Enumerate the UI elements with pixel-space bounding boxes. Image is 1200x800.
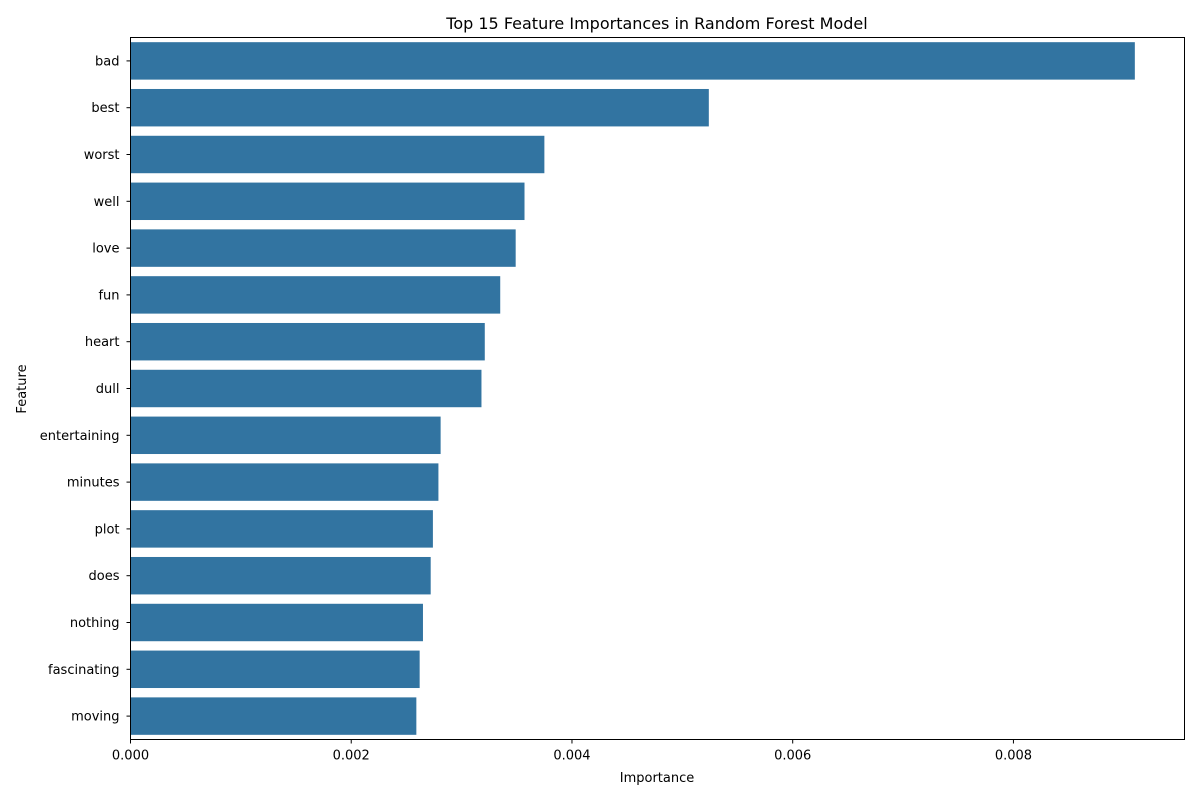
bar-minutes [130,463,439,501]
bar-fascinating [130,650,420,689]
y-tick-label: worst [84,148,120,163]
bar-dull [130,369,482,408]
y-tick-label: moving [71,710,119,725]
bar-heart [130,322,485,361]
y-tick-label: nothing [70,616,120,631]
bar-best [130,88,709,127]
chart-title: Top 15 Feature Importances in Random For… [445,14,867,33]
y-tick-label: fun [98,288,119,303]
x-tick-label: 0.004 [553,749,590,764]
y-tick-label: entertaining [40,429,120,444]
bars-group [130,42,1135,735]
y-tick-label: plot [95,522,120,537]
x-tick-label: 0.002 [333,749,370,764]
y-tick-label: minutes [67,476,120,491]
y-axis-ticks: bad best worst well love fun heart dull entertai… [40,54,131,725]
plot-frame [130,37,1185,740]
bar-does [130,556,431,595]
y-tick-label: bad [95,54,119,69]
bar-fun [130,276,501,314]
bar-well [130,182,525,221]
bar-moving [130,697,417,735]
x-axis-label: Importance [620,771,695,786]
y-tick-label: heart [85,335,120,350]
x-tick-label: 0.006 [774,749,811,764]
bar-entertaining [130,416,441,455]
bar-nothing [130,603,423,642]
x-tick-label: 0.008 [995,749,1032,764]
bar-plot [130,510,433,548]
bar-love [130,229,516,267]
y-tick-label: dull [96,382,120,397]
y-tick-label: does [89,569,120,584]
y-tick-label: best [91,101,119,116]
y-tick-label: well [94,195,120,210]
bar-worst [130,135,545,174]
y-axis-label: Feature [15,364,30,413]
bar-bad [130,42,1135,80]
y-tick-label: love [92,242,119,257]
x-tick-label: 0.000 [112,749,149,764]
y-tick-label: fascinating [48,663,119,678]
x-axis-ticks: 0.000 0.002 0.004 0.006 0.008 [112,739,1032,764]
